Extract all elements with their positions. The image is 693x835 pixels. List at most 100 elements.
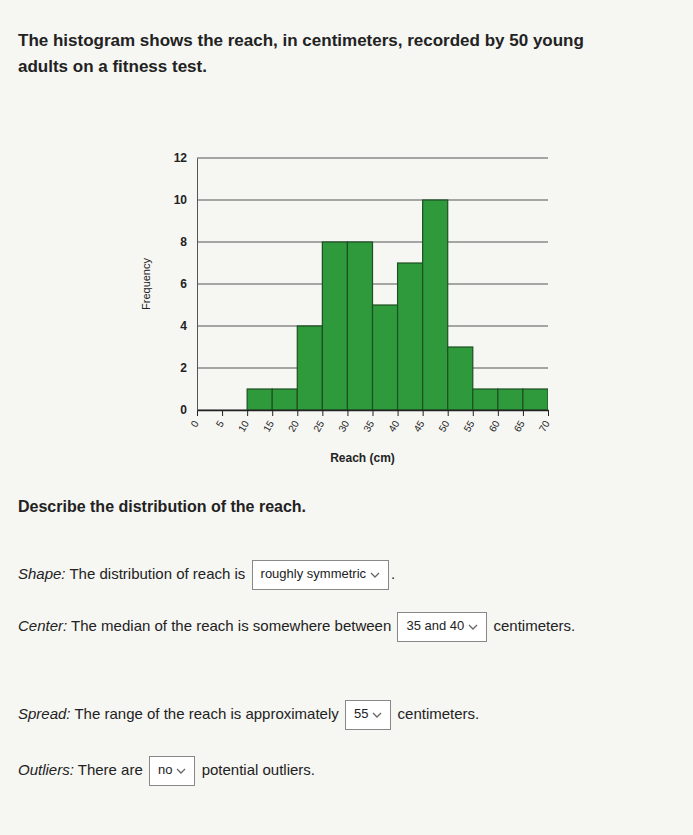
question-text: The median of the reach is somewhere bet… (71, 617, 391, 634)
x-tick-mark (423, 410, 424, 416)
dropdown-arrow (176, 767, 186, 775)
x-tick-label: 15 (261, 418, 276, 434)
y-tick: 2 (180, 361, 197, 375)
dropdown-value: 55 (354, 706, 368, 721)
x-tick-mark (523, 410, 524, 416)
question: Outliers: There are no potential outlier… (18, 756, 668, 786)
x-tick-label: 45 (411, 418, 426, 434)
x-tick-label: 40 (386, 418, 401, 434)
x-tick: 15 (261, 410, 276, 434)
x-tick-mark (222, 410, 223, 416)
title: The histogram shows the reach, in centim… (18, 28, 628, 80)
x-tick: 35 (361, 410, 376, 434)
x-tick: 0 (189, 410, 202, 429)
question-text: centimeters. (398, 705, 480, 722)
x-tick-label: 25 (311, 418, 326, 434)
question-text: There are (78, 761, 143, 778)
x-tick-label: 50 (436, 418, 451, 434)
y-tick: 10 (174, 193, 197, 207)
x-tick: 25 (311, 410, 326, 434)
question: Center: The median of the reach is somew… (18, 612, 668, 642)
dropdown-arrow (370, 571, 380, 579)
dropdown[interactable]: no (149, 756, 195, 786)
bar (272, 389, 297, 410)
y-tick-label: 2 (180, 361, 187, 375)
question-label: Outliers: (18, 761, 74, 778)
grid-line (197, 158, 548, 159)
y-tick-label: 12 (174, 151, 188, 165)
x-tick: 45 (411, 410, 426, 434)
bar (247, 389, 272, 410)
grid-line (197, 200, 548, 201)
x-tick-label: 5 (214, 418, 227, 429)
x-tick-mark (498, 410, 499, 416)
bar (398, 263, 423, 410)
x-tick-mark (347, 410, 348, 416)
x-tick: 70 (537, 410, 552, 434)
bar (473, 389, 498, 410)
x-tick-label: 35 (361, 418, 376, 434)
x-tick: 10 (236, 410, 251, 434)
chevron (371, 573, 379, 577)
y-tick: 8 (180, 235, 197, 249)
dropdown-arrow (468, 623, 478, 631)
x-tick-mark (272, 410, 273, 416)
question-text: The distribution of reach is (69, 565, 245, 582)
bar (297, 326, 322, 410)
bar (322, 242, 347, 410)
x-tick-label: 60 (487, 418, 502, 434)
y-tick-label: 8 (180, 235, 187, 249)
bar (373, 305, 398, 410)
chevron (177, 769, 185, 773)
y-tick-label: 10 (174, 193, 188, 207)
x-tick-label: 30 (336, 418, 351, 434)
question-text: The range of the reach is approximately (74, 705, 338, 722)
x-tick: 20 (286, 410, 301, 434)
x-tick-label: 0 (189, 418, 202, 429)
y-tick: 12 (174, 151, 197, 165)
x-tick-mark (398, 410, 399, 416)
chevron (469, 625, 477, 629)
grid (197, 158, 548, 410)
x-tick: 40 (386, 410, 401, 434)
x-tick-mark (373, 410, 374, 416)
y-axis-line (197, 159, 198, 411)
x-tick: 65 (512, 410, 527, 434)
x-tick-label: 55 (462, 418, 477, 434)
x-tick-mark (247, 410, 248, 416)
y-tick: 0 (180, 403, 197, 417)
question-label: Spread: (18, 705, 71, 722)
question-text: . (391, 565, 395, 582)
question: Spread: The range of the reach is approx… (18, 700, 668, 730)
x-axis-title: Reach (cm) (330, 451, 395, 465)
y-tick: 4 (180, 319, 197, 333)
x-tick-mark (322, 410, 323, 416)
x-tick-label: 70 (537, 418, 552, 434)
x-tick: 5 (214, 410, 227, 429)
question-text: centimeters. (493, 617, 575, 634)
dropdown-arrow (372, 711, 382, 719)
x-tick-mark (197, 410, 198, 416)
y-tick-label: 0 (180, 403, 187, 417)
y-axis: 0 2 4 6 8 10 12 (174, 151, 198, 417)
question-text: potential outliers. (202, 761, 315, 778)
dropdown[interactable]: 35 and 40 (397, 612, 487, 642)
dropdown-value: roughly symmetric (261, 566, 366, 581)
x-axis: 0 5 10 15 20 25 30 35 40 45 50 55 60 65 70 (189, 410, 553, 434)
dropdown[interactable]: 55 (345, 700, 391, 730)
question-label: Shape: (18, 565, 66, 582)
chevron (373, 713, 381, 717)
bar (448, 347, 473, 410)
y-tick: 6 (180, 277, 197, 291)
chart: 0 5 10 15 20 25 30 35 40 45 50 55 60 65 70 0 2 4 6 8 10 12 Rea… (0, 0, 693, 490)
x-tick-label: 20 (286, 418, 301, 434)
dropdown[interactable]: roughly symmetric (252, 560, 389, 590)
bar (423, 200, 448, 410)
prompt: Describe the distribution of the reach. (18, 498, 306, 516)
x-tick-label: 10 (236, 418, 251, 434)
bar (523, 389, 548, 410)
x-tick-label: 65 (512, 418, 527, 434)
x-tick: 30 (336, 410, 351, 434)
bar (347, 242, 372, 410)
y-tick-label: 6 (180, 277, 187, 291)
